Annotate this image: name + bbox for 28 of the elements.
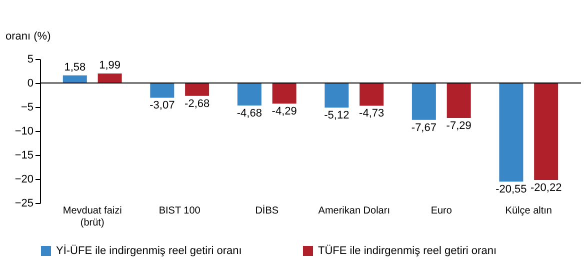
data-label: -7,67 xyxy=(411,122,436,134)
data-label: -4,68 xyxy=(236,107,262,120)
y-axis-title: oranı (%) xyxy=(6,30,51,42)
legend-label: TÜFE ile indirgenmiş reel getiri oranı xyxy=(318,244,497,257)
x-tick-label: Mevduat faizi (brüt) xyxy=(62,206,122,228)
data-label: -2,68 xyxy=(184,98,210,110)
y-tick-label: −15 xyxy=(14,150,34,162)
x-tick-label: Külçe altın xyxy=(505,206,552,216)
x-tick-label: Euro xyxy=(430,206,452,216)
data-label: -4,29 xyxy=(272,106,297,118)
y-tick-label: 0 xyxy=(27,78,34,90)
legend-label: Yİ-ÜFE ile indirgenmiş reel getiri oranı xyxy=(56,244,242,257)
data-label: -20,55 xyxy=(496,184,527,196)
data-label: -4,73 xyxy=(359,108,384,120)
data-label: 1,58 xyxy=(64,61,86,74)
x-tick-label: BIST 100 xyxy=(158,206,201,216)
y-tick-label: −25 xyxy=(14,198,34,210)
x-tick-label: DİBS xyxy=(255,204,279,216)
data-label: -7,29 xyxy=(446,120,472,132)
y-tick-label: −10 xyxy=(14,126,34,138)
data-label: 1,99 xyxy=(99,59,121,72)
y-tick-label: −20 xyxy=(14,174,34,186)
data-label: -20,22 xyxy=(530,182,562,194)
data-label: -3,07 xyxy=(150,100,175,112)
y-tick-label: −5 xyxy=(20,102,34,114)
x-tick-label: Amerikan Doları xyxy=(318,206,390,216)
y-tick-label: 5 xyxy=(27,54,34,66)
data-label: -5,12 xyxy=(324,110,350,122)
